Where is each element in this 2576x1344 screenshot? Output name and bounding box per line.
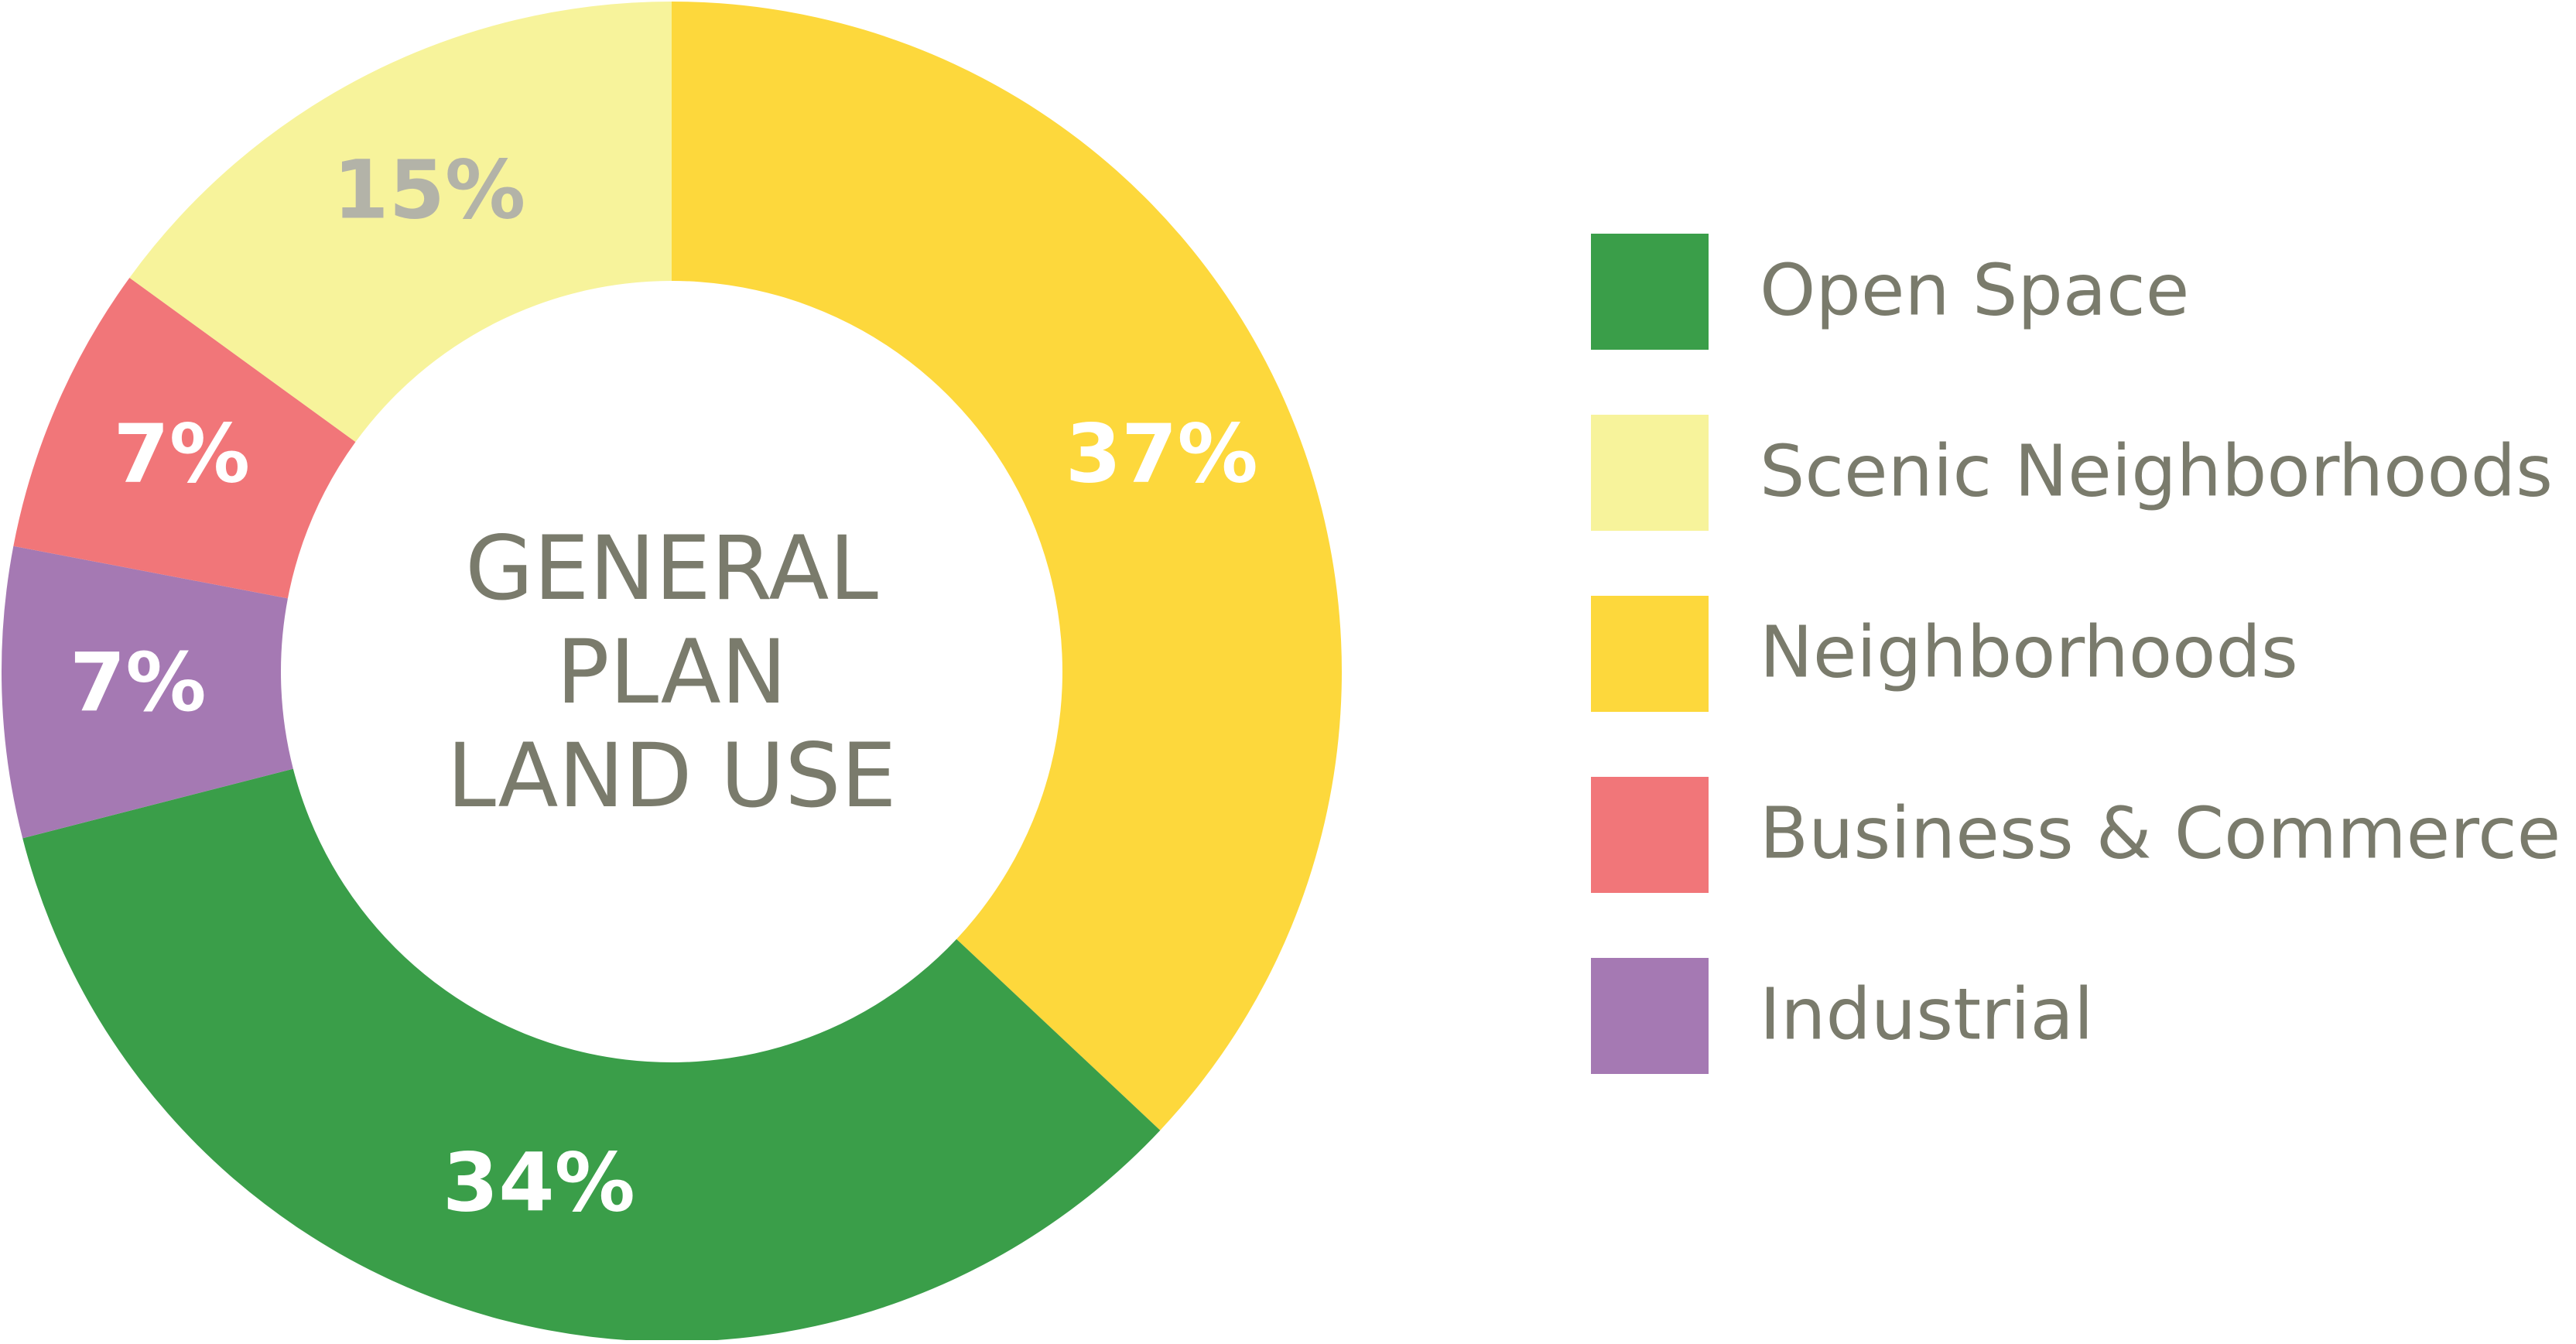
center-title-line: PLAN	[556, 621, 787, 723]
slice-label-scenic-neighborhoods: 15%	[333, 143, 525, 238]
donut-slices	[2, 1, 1342, 1342]
legend: Open Space Scenic Neighborhoods Neighborho…	[1591, 234, 2561, 1074]
legend-item-industrial: Industrial	[1591, 958, 2093, 1074]
slice-label-industrial: 7%	[70, 635, 207, 730]
slice-label-business-commerce: 7%	[113, 406, 250, 501]
slice-business-commerce	[13, 277, 356, 599]
legend-swatch	[1591, 415, 1709, 531]
legend-item-scenic-neighborhoods: Scenic Neighborhoods	[1591, 415, 2553, 531]
slice-open-space	[22, 768, 1161, 1342]
legend-label: Scenic Neighborhoods	[1760, 429, 2553, 512]
legend-label: Business & Commerce	[1760, 792, 2561, 874]
legend-swatch	[1591, 777, 1709, 893]
center-title-line: LAND USE	[446, 724, 896, 827]
center-title-line: GENERAL	[465, 517, 878, 620]
slice-label-open-space: 34%	[443, 1136, 635, 1230]
legend-label: Open Space	[1760, 248, 2189, 331]
legend-swatch	[1591, 234, 1709, 350]
slice-scenic-neighborhoods	[129, 1, 672, 443]
legend-item-neighborhoods: Neighborhoods	[1591, 596, 2298, 712]
slice-neighborhoods	[672, 2, 1342, 1130]
slice-industrial	[2, 545, 293, 839]
legend-swatch	[1591, 958, 1709, 1074]
legend-swatch	[1591, 596, 1709, 712]
slice-label-neighborhoods: 37%	[1066, 406, 1258, 501]
slice-labels: 37% 34% 7% 7% 15%	[70, 143, 1258, 1230]
legend-label: Neighborhoods	[1760, 610, 2298, 693]
legend-label: Industrial	[1760, 973, 2093, 1055]
legend-item-business-commerce: Business & Commerce	[1591, 777, 2561, 893]
legend-item-open-space: Open Space	[1591, 234, 2189, 350]
